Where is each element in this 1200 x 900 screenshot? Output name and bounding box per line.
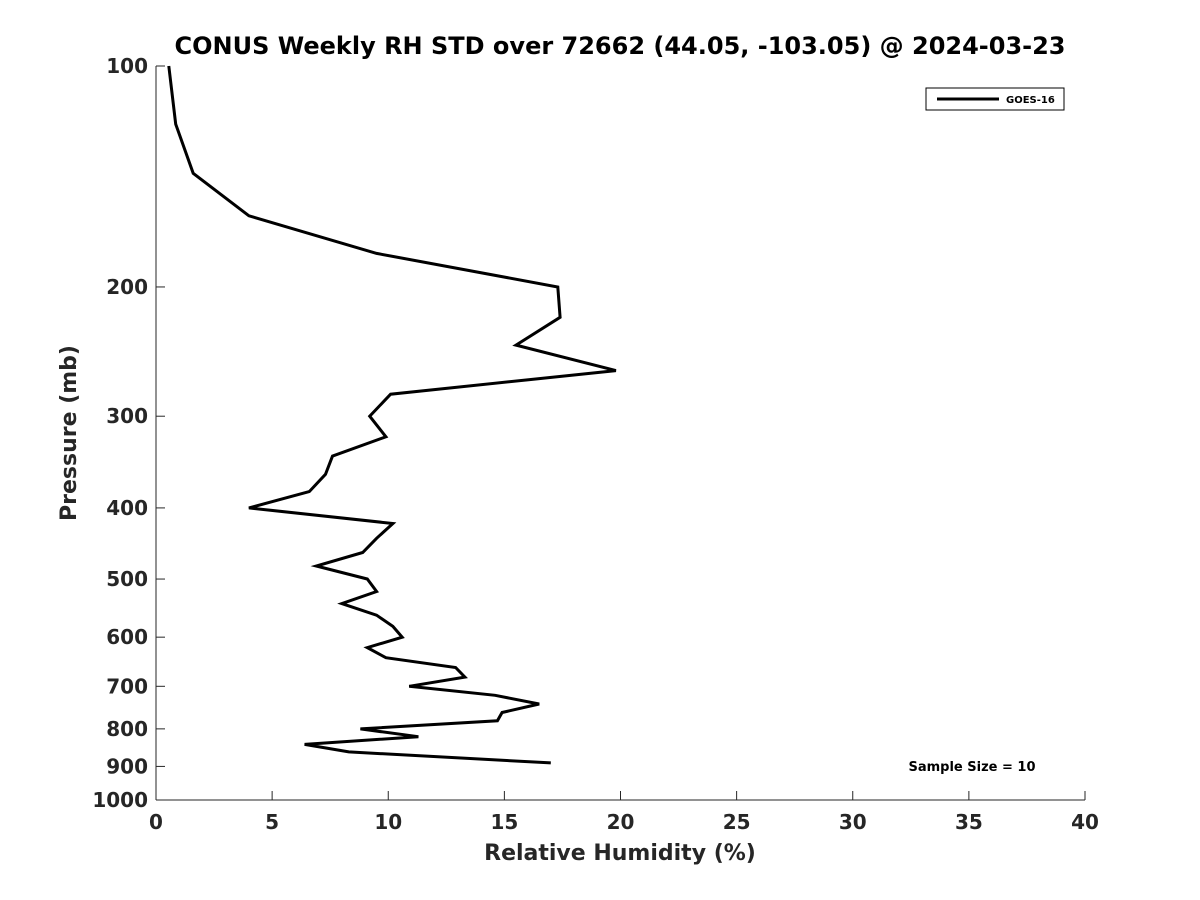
chart-title: CONUS Weekly RH STD over 72662 (44.05, -… [174, 32, 1065, 60]
y-tick-label: 500 [106, 567, 148, 591]
x-tick-label: 35 [955, 810, 983, 834]
x-tick-label: 0 [149, 810, 163, 834]
x-tick-label: 30 [839, 810, 867, 834]
sample-size-annotation: Sample Size = 10 [908, 760, 1035, 775]
x-tick-label: 10 [374, 810, 402, 834]
y-tick-label: 200 [106, 275, 148, 299]
x-tick-label: 25 [723, 810, 751, 834]
y-axis: 100 200 300 400 500 600 700 800 900 1000 [92, 54, 165, 812]
y-axis-label: Pressure (mb) [57, 345, 82, 521]
series-line-goes-16 [167, 65, 617, 765]
y-tick-label: 100 [106, 54, 148, 78]
x-tick-label: 20 [607, 810, 635, 834]
legend: GOES-16 [925, 87, 1065, 111]
x-axis: 0 5 10 15 20 25 30 35 40 [149, 791, 1099, 834]
y-tick-label: 1000 [92, 788, 148, 812]
x-tick-label: 15 [490, 810, 518, 834]
x-axis-label: Relative Humidity (%) [484, 841, 756, 866]
series-layer [167, 65, 617, 765]
y-tick-label: 800 [106, 717, 148, 741]
y-tick-label: 700 [106, 674, 148, 698]
x-tick-label: 5 [265, 810, 279, 834]
y-tick-label: 900 [106, 754, 148, 778]
y-tick-label: 300 [106, 404, 148, 428]
x-tick-label: 40 [1071, 810, 1099, 834]
legend-label-goes-16: GOES-16 [1006, 95, 1055, 106]
y-tick-label: 400 [106, 496, 148, 520]
y-tick-label: 600 [106, 625, 148, 649]
